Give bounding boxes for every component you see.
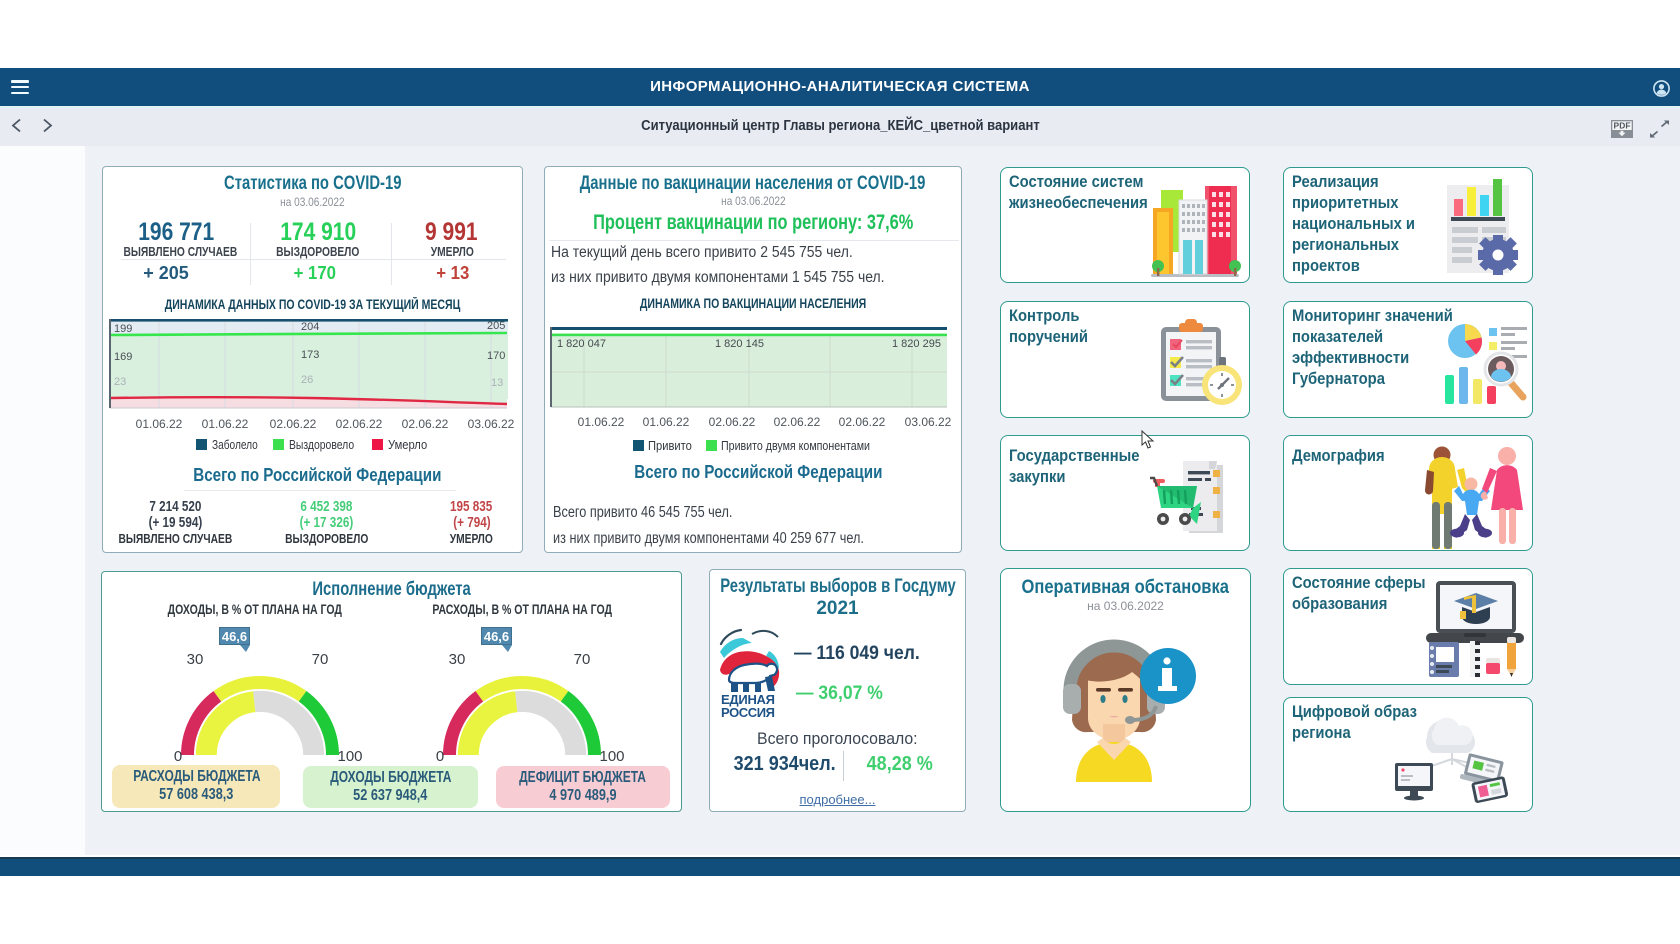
svg-text:170: 170 xyxy=(487,350,505,362)
svg-text:PDF: PDF xyxy=(1614,121,1631,131)
svg-text:01.06.22: 01.06.22 xyxy=(578,415,625,429)
svg-text:Заболело: Заболело xyxy=(212,438,258,452)
svg-text:02.06.22: 02.06.22 xyxy=(774,415,821,429)
svg-text:1 820 047: 1 820 047 xyxy=(557,338,606,350)
svg-text:02.06.22: 02.06.22 xyxy=(709,415,756,429)
svg-text:01.06.22: 01.06.22 xyxy=(202,417,249,431)
svg-text:23: 23 xyxy=(114,376,126,388)
svg-text:173: 173 xyxy=(301,349,319,361)
svg-text:Привито двумя компонентами: Привито двумя компонентами xyxy=(721,438,870,453)
svg-text:01.06.22: 01.06.22 xyxy=(643,415,690,429)
svg-text:26: 26 xyxy=(301,374,313,386)
svg-text:169: 169 xyxy=(114,351,132,363)
svg-text:03.06.22: 03.06.22 xyxy=(905,415,952,429)
svg-text:1 820 295: 1 820 295 xyxy=(892,338,941,350)
svg-text:199: 199 xyxy=(114,323,132,335)
svg-text:02.06.22: 02.06.22 xyxy=(402,417,449,431)
svg-text:13: 13 xyxy=(491,377,503,389)
svg-text:ЕДИНАЯ: ЕДИНАЯ xyxy=(721,692,775,707)
svg-text:Привито: Привито xyxy=(648,438,692,453)
svg-text:205: 205 xyxy=(487,320,505,332)
svg-text:01.06.22: 01.06.22 xyxy=(136,417,183,431)
svg-text:03.06.22: 03.06.22 xyxy=(468,417,515,431)
svg-text:Выздоровело: Выздоровело xyxy=(289,438,355,452)
svg-text:1 820 145: 1 820 145 xyxy=(715,338,764,350)
svg-text:02.06.22: 02.06.22 xyxy=(839,415,886,429)
svg-text:02.06.22: 02.06.22 xyxy=(270,417,317,431)
svg-text:204: 204 xyxy=(301,321,319,333)
svg-text:02.06.22: 02.06.22 xyxy=(336,417,383,431)
svg-text:Умерло: Умерло xyxy=(388,437,427,452)
svg-text:РОССИЯ: РОССИЯ xyxy=(721,705,775,720)
